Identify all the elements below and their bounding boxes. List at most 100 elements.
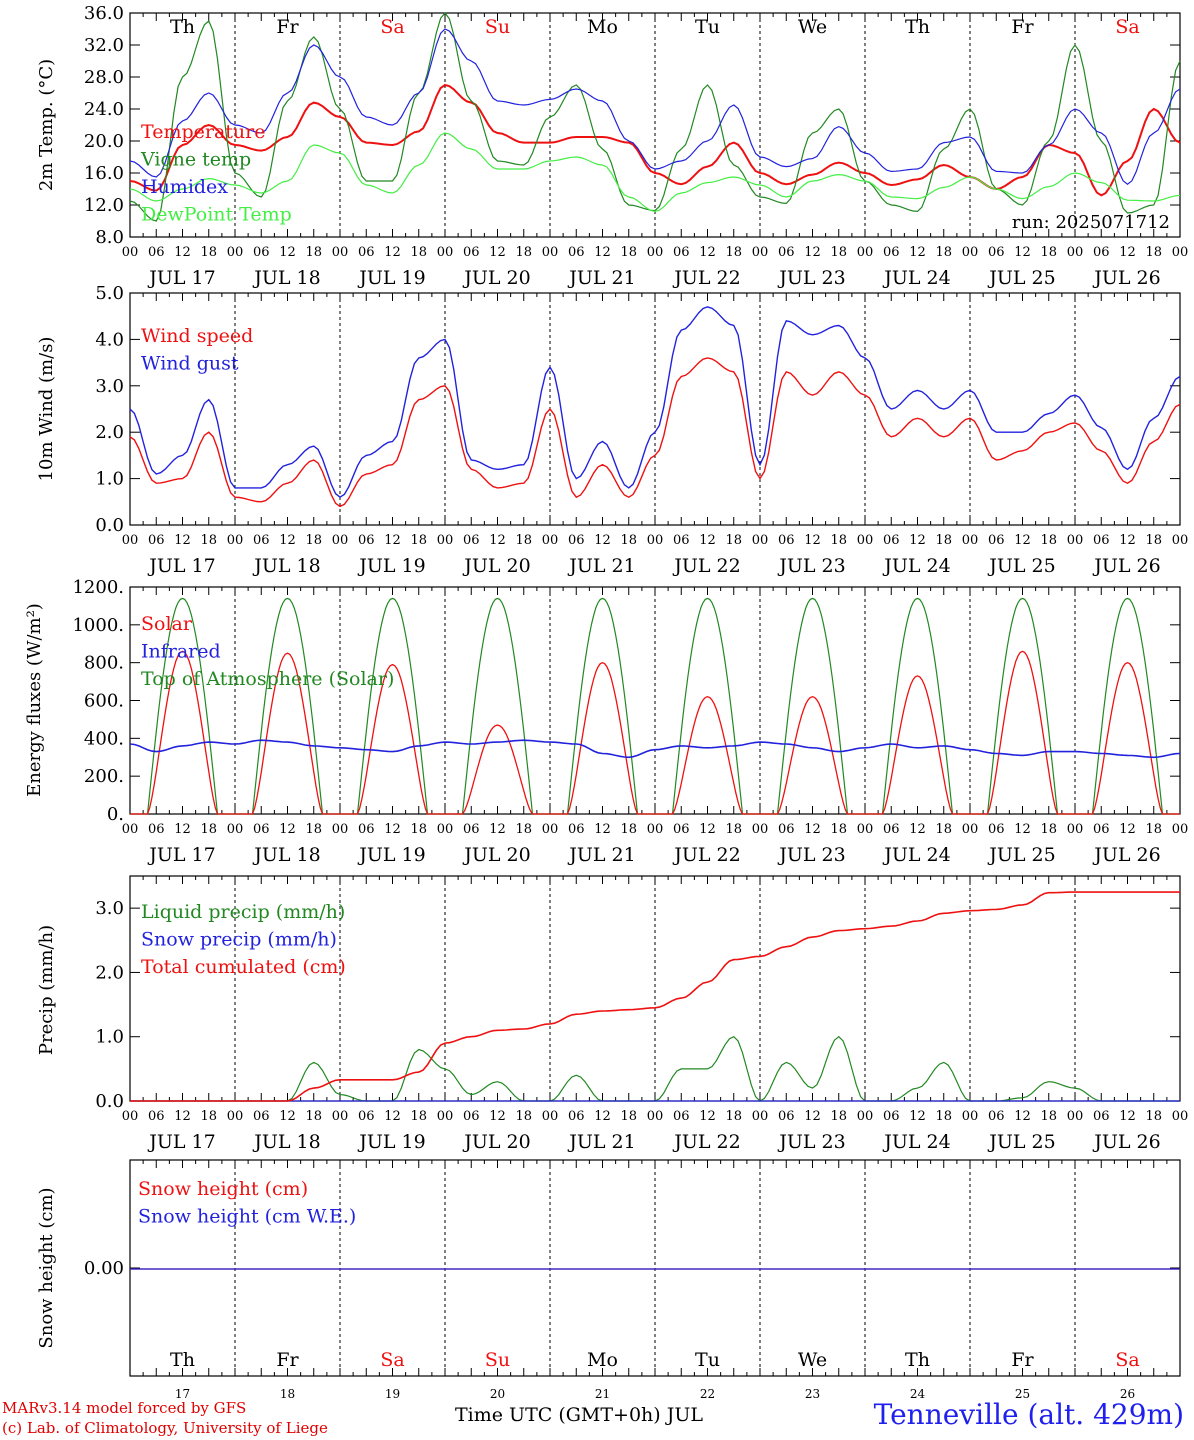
- panel-5: 0.00 Snow height (cm): [36, 1159, 1181, 1377]
- hour-tick-label: 12: [279, 822, 296, 837]
- legend: Temperature Vigne temp Humidex DewPoint Tem…: [140, 121, 292, 226]
- weekday-label: Fr: [276, 16, 299, 38]
- hour-tick-label: 18: [935, 1109, 952, 1124]
- y-tick-label: 3.0: [95, 376, 124, 397]
- hour-tick-label: 12: [594, 245, 611, 260]
- hour-tick-label: 06: [778, 245, 795, 260]
- date-label: JUL 19: [357, 844, 425, 866]
- hour-tick-label: 18: [725, 533, 742, 548]
- legend-entry: Snow height (cm): [138, 1178, 308, 1200]
- y-tick-label: 1200.: [72, 577, 124, 598]
- hour-tick-label: 00: [542, 533, 559, 548]
- legend-entry: Wind gust: [141, 353, 239, 375]
- date-label: JUL 24: [882, 555, 950, 577]
- legend: Snow height (cm) Snow height (cm W.E.): [138, 1178, 356, 1228]
- hour-tick-label: 18: [410, 822, 427, 837]
- y-tick-label: 800.: [84, 653, 124, 674]
- date-label: JUL 20: [462, 1131, 530, 1153]
- hour-tick-label: 12: [174, 533, 191, 548]
- hour-tick-label: 18: [200, 533, 217, 548]
- date-labels: JUL 17 JUL 18 JUL 19 JUL 20 JUL 21 JUL 22 JUL …: [147, 267, 1160, 289]
- hour-tick-label: 18: [410, 245, 427, 260]
- hour-tick-label: 00: [227, 1109, 244, 1124]
- hour-tick-label: 00: [857, 822, 874, 837]
- hour-tick-label: 00: [332, 245, 349, 260]
- date-label: JUL 23: [777, 555, 845, 577]
- weekday-label: Tu: [695, 16, 720, 38]
- date-label: JUL 19: [357, 1131, 425, 1153]
- weekday-label: Tu: [695, 1349, 720, 1371]
- y-tick-label: 28.0: [84, 67, 124, 88]
- hour-tick-label: 06: [358, 1109, 375, 1124]
- day-number-label: 25: [1015, 1387, 1030, 1401]
- hour-tick-label: 00: [437, 245, 454, 260]
- hour-tick-label: 12: [699, 1109, 716, 1124]
- date-label: JUL 23: [777, 267, 845, 289]
- hour-tick-label: 06: [988, 533, 1005, 548]
- credit-line-lab: (c) Lab. of Climatology, University of L…: [2, 1419, 328, 1437]
- weekday-label: Fr: [1011, 1349, 1034, 1371]
- weekday-label: Mo: [587, 1349, 618, 1371]
- hour-tick-label: 00: [542, 822, 559, 837]
- hour-tick-label: 12: [594, 533, 611, 548]
- hour-tick-label: 06: [673, 822, 690, 837]
- hour-tick-label: 00: [857, 1109, 874, 1124]
- hour-tick-label: 00: [437, 822, 454, 837]
- legend-entry: DewPoint Temp: [141, 204, 292, 226]
- hour-tick-label: 12: [489, 1109, 506, 1124]
- y-tick-label: 1000.: [72, 615, 124, 636]
- hour-tick-label: 18: [620, 245, 637, 260]
- weekday-label: Sa: [1115, 16, 1139, 38]
- date-label: JUL 21: [567, 555, 635, 577]
- date-label: JUL 17: [147, 267, 215, 289]
- hour-tick-label: 06: [673, 533, 690, 548]
- day-number-label: 21: [595, 1387, 610, 1401]
- hour-tick-label: 00: [122, 1109, 139, 1124]
- hour-tick-label: 12: [279, 1109, 296, 1124]
- date-label: JUL 19: [357, 555, 425, 577]
- hour-tick-label: 00: [1067, 533, 1084, 548]
- hour-tick-label: 00: [227, 533, 244, 548]
- hour-tick-label: 00: [1172, 822, 1189, 837]
- hour-tick-label: 18: [1145, 822, 1162, 837]
- y-tick-labels: 8.0 12.0 16.0 20.0 24.0 28.0 32.0 36.0: [84, 3, 124, 248]
- hour-tick-labels: 00 06 12 18 00 06 12 18 00 06 12 18 00 06 12 18 00 06 12 18…: [122, 822, 1189, 837]
- hour-tick-label: 06: [463, 533, 480, 548]
- hour-tick-label: 00: [962, 822, 979, 837]
- hour-tick-label: 12: [1119, 1109, 1136, 1124]
- hour-tick-label: 18: [305, 1109, 322, 1124]
- date-label: JUL 24: [882, 267, 950, 289]
- hour-tick-label: 00: [227, 245, 244, 260]
- day-number-label: 26: [1120, 1387, 1135, 1401]
- date-label: JUL 17: [147, 1131, 215, 1153]
- hour-tick-label: 00: [752, 1109, 769, 1124]
- hour-tick-label: 00: [437, 533, 454, 548]
- hour-tick-label: 18: [1040, 1109, 1057, 1124]
- hour-tick-label: 18: [305, 822, 322, 837]
- y-tick-label: 4.0: [95, 329, 124, 350]
- hour-tick-label: 18: [935, 245, 952, 260]
- hour-tick-label: 18: [830, 1109, 847, 1124]
- y-tick-label: 0.0: [95, 515, 124, 536]
- weekday-label: We: [798, 16, 827, 38]
- y-tick-labels: 0.00: [84, 1258, 124, 1279]
- hour-tick-label: 12: [909, 245, 926, 260]
- hour-tick-label: 12: [1119, 533, 1136, 548]
- hour-tick-label: 06: [463, 1109, 480, 1124]
- legend-entry: Snow precip (mm/h): [141, 929, 337, 951]
- weekday-label: Th: [905, 16, 930, 38]
- hour-tick-label: 06: [253, 245, 270, 260]
- legend-entry: Total cumulated (cm): [141, 956, 346, 978]
- weekday-label: Mo: [587, 16, 618, 38]
- hour-tick-label: 00: [857, 533, 874, 548]
- hour-tick-label: 00: [1172, 533, 1189, 548]
- hour-tick-labels: 00 06 12 18 00 06 12 18 00 06 12 18 00 06 12 18 00 06 12 18…: [122, 1109, 1189, 1124]
- date-labels: JUL 17 JUL 18 JUL 19 JUL 20 JUL 21 JUL 22 JUL …: [147, 1131, 1160, 1153]
- hour-tick-label: 18: [305, 245, 322, 260]
- hour-tick-label: 18: [1145, 533, 1162, 548]
- legend-entry: Vigne temp: [140, 149, 251, 171]
- day-number-label: 18: [280, 1387, 295, 1401]
- y-tick-labels: 0.0 1.0 2.0 3.0: [95, 898, 124, 1112]
- hour-tick-label: 00: [332, 1109, 349, 1124]
